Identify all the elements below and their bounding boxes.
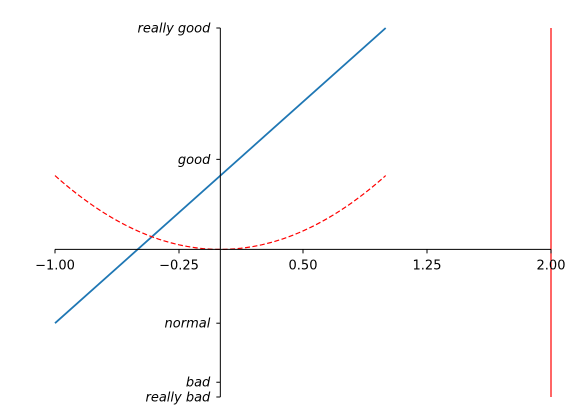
x-ticks: −1.00 −0.25 0.50 1.25 2.00 (35, 249, 565, 273)
y-tick-label: bad (186, 376, 211, 391)
series-layer (54, 27, 552, 397)
y-tick-label: really good (138, 22, 212, 37)
x-tick-label: 1.25 (413, 258, 442, 273)
y-tick-label: normal (165, 317, 211, 332)
y-tick-label: good (178, 153, 211, 168)
x-tick-label: 0.50 (289, 258, 318, 273)
x-tick-label: −1.00 (35, 258, 75, 273)
x-tick-label: 2.00 (537, 258, 566, 273)
x-tick-label: −0.25 (159, 258, 199, 273)
y-tick-label: really bad (145, 391, 211, 406)
series-line-2 (54, 175, 387, 251)
axes-layer (55, 28, 551, 397)
